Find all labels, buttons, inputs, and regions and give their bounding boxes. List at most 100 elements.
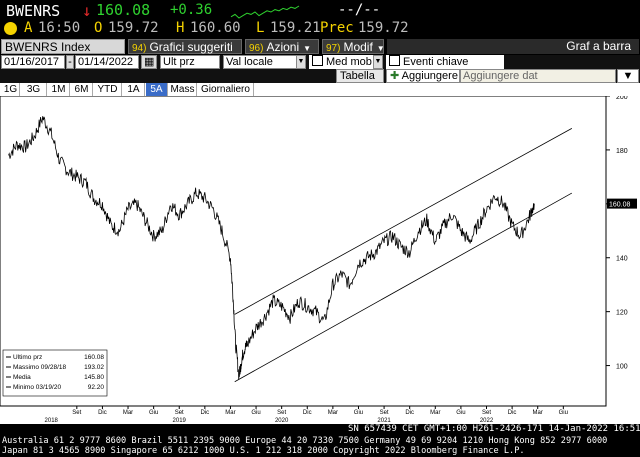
x-tick-label: Dic xyxy=(508,410,517,416)
x-tick-label: Dic xyxy=(98,410,107,416)
period-1g[interactable]: 1G xyxy=(2,83,20,96)
add-label: Aggiungere xyxy=(401,70,458,82)
menu-number: 97) xyxy=(326,43,341,54)
period-giornaliero[interactable]: Giornaliero xyxy=(198,83,254,96)
price-change: +0.36 xyxy=(170,2,213,18)
sparkline-line xyxy=(230,5,300,19)
security-field[interactable]: BWENRS Index xyxy=(1,39,125,54)
quote-time: 16:50 xyxy=(38,20,81,36)
menu-label: Modif xyxy=(343,40,373,54)
x-tick-label: Dic xyxy=(405,410,414,416)
price-chart[interactable]: 100120140160180200SetDicMarGiuSetDicMarG… xyxy=(0,94,640,424)
chevron-down-icon[interactable]: ▼ xyxy=(617,69,639,83)
legend-label: Minimo 03/19/20 xyxy=(13,384,61,391)
footer-line-1: Australia 61 2 9777 8600 Brazil 5511 239… xyxy=(2,436,608,446)
high-value: 160.60 xyxy=(190,20,241,36)
open-label: O xyxy=(94,20,103,36)
legend-label: Media xyxy=(13,374,31,381)
x-tick-label: Set xyxy=(175,410,184,416)
period-6m[interactable]: 6M xyxy=(71,83,93,96)
x-tick-label: Set xyxy=(72,410,81,416)
currency-select[interactable]: Val locale xyxy=(223,55,297,69)
function-toolbar: BWENRS Index 94) Grafici suggeriti 96) Azi… xyxy=(0,38,640,55)
prev-value: 159.72 xyxy=(358,20,409,36)
x-tick-label: Mar xyxy=(123,410,133,416)
session-info: SN 657439 CET GMT+1:00 H261-2426-171 14-… xyxy=(348,424,640,434)
channel-lower xyxy=(234,192,573,383)
x-tick-label: Giu xyxy=(354,410,363,416)
menu-label: Grafici suggeriti xyxy=(149,40,233,54)
chevron-down-icon[interactable]: ▼ xyxy=(296,55,306,69)
x-tick-label: Dic xyxy=(303,410,312,416)
y-tick-label: 120 xyxy=(616,310,628,317)
legend-value: 145.80 xyxy=(84,374,104,381)
footer-line-2: Japan 81 3 4565 8900 Singapore 65 6212 1… xyxy=(2,446,525,456)
legend-label: Ultimo prz xyxy=(13,354,42,361)
chart-controls-2: Tabella ✚ Aggiungere Aggiungere dat ▼ xyxy=(0,69,640,83)
table-button[interactable]: Tabella xyxy=(336,69,384,83)
sparkline xyxy=(230,5,300,19)
y-tick-label: 200 xyxy=(616,96,628,101)
legend-value: 160.08 xyxy=(84,354,104,361)
x-tick-label: Set xyxy=(482,410,491,416)
flag-a: A xyxy=(24,20,33,36)
last-price: 160.08 xyxy=(96,1,151,19)
period-ytd[interactable]: YTD xyxy=(94,83,122,96)
x-tick-label: Giu xyxy=(251,410,260,416)
chevron-down-icon[interactable]: ▼ xyxy=(373,55,383,69)
chart-area[interactable]: 100120140160180200SetDicMarGiuSetDicMarG… xyxy=(0,94,640,424)
date-to-field[interactable]: 01/14/2022 xyxy=(75,55,139,69)
add-data-input[interactable]: Aggiungere dat xyxy=(460,69,616,83)
footer: SN 657439 CET GMT+1:00 H261-2426-171 14-… xyxy=(0,424,640,457)
key-events-checkbox[interactable]: Eventi chiave xyxy=(386,55,504,69)
period-bar: 1G 3G 1M 6M YTD 1A 5A Mass Giornaliero xyxy=(0,83,640,97)
calendar-icon[interactable]: ▦ xyxy=(141,55,157,69)
low-label: L xyxy=(256,20,265,36)
period-1m[interactable]: 1M xyxy=(48,83,70,96)
legend-value: 92.20 xyxy=(88,384,105,391)
menu-number: 94) xyxy=(132,43,147,54)
date-from-field[interactable]: 01/16/2017 xyxy=(1,55,65,69)
year-label: 2020 xyxy=(275,418,289,424)
x-tick-label: Mar xyxy=(430,410,440,416)
high-label: H xyxy=(176,20,185,36)
open-value: 159.72 xyxy=(108,20,159,36)
legend-label: Massimo 09/28/18 xyxy=(13,364,66,371)
chevron-down-icon: ▼ xyxy=(303,44,312,53)
x-tick-label: Giu xyxy=(456,410,465,416)
x-tick-label: Giu xyxy=(559,410,568,416)
period-3g[interactable]: 3G xyxy=(21,83,47,96)
date-separator: - xyxy=(66,55,74,69)
legend-value: 193.02 xyxy=(84,364,104,371)
last-value-label: 160.08 xyxy=(609,202,631,209)
suggested-charts-menu[interactable]: 94) Grafici suggeriti xyxy=(128,39,242,54)
moving-avg-checkbox[interactable]: Med mob xyxy=(309,55,375,69)
menu-label: Azioni xyxy=(266,40,300,54)
year-label: 2021 xyxy=(377,418,391,424)
x-tick-label: Dic xyxy=(201,410,210,416)
market-open-icon xyxy=(4,22,17,35)
year-label: 2019 xyxy=(173,418,187,424)
checkbox-icon xyxy=(389,55,400,66)
x-tick-label: Mar xyxy=(225,410,235,416)
price-field-select[interactable]: Ult prz xyxy=(160,55,220,69)
add-button[interactable]: ✚ Aggiungere xyxy=(386,69,460,83)
channel-upper xyxy=(234,127,573,315)
chart-controls: 01/16/2017 - 01/14/2022 ▦ Ult prz Val lo… xyxy=(0,55,640,70)
edit-menu[interactable]: 97) Modif ▼ xyxy=(322,39,385,54)
x-tick-label: Mar xyxy=(328,410,338,416)
period-mass[interactable]: Mass xyxy=(169,83,197,96)
price-line xyxy=(8,116,535,380)
x-tick-label: Giu xyxy=(149,410,158,416)
low-value: 159.21 xyxy=(270,20,321,36)
actions-menu[interactable]: 96) Azioni ▼ xyxy=(245,39,319,54)
x-tick-label: Mar xyxy=(533,410,543,416)
checkbox-icon xyxy=(312,55,323,66)
y-tick-label: 180 xyxy=(616,148,628,155)
y-tick-label: 100 xyxy=(616,364,628,371)
period-1a[interactable]: 1A xyxy=(123,83,145,96)
down-arrow-icon: ↓ xyxy=(82,1,92,20)
plus-icon: ✚ xyxy=(390,70,400,82)
legend xyxy=(2,349,108,397)
period-5a[interactable]: 5A xyxy=(146,83,168,96)
